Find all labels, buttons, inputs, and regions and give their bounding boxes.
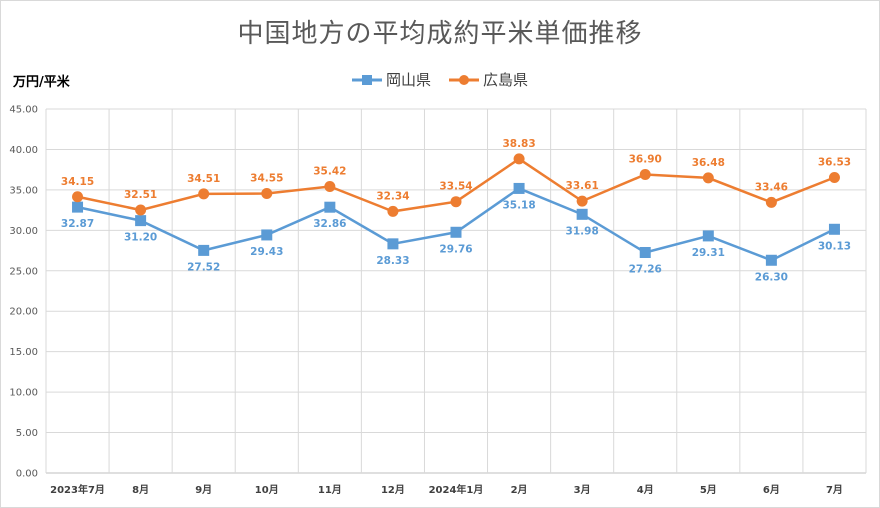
y-tick-label: 25.00: [9, 266, 38, 277]
x-tick-label: 7月: [826, 484, 843, 496]
x-tick-label: 5月: [700, 484, 717, 496]
data-label-okayama: 31.98: [566, 225, 599, 237]
legend-item-okayama: 岡山県: [351, 69, 431, 90]
data-label-hiroshima: 34.51: [187, 173, 220, 185]
data-point-hiroshima: [576, 195, 588, 207]
data-label-hiroshima: 32.34: [376, 190, 409, 202]
y-tick-label: 10.00: [9, 388, 38, 399]
y-tick-label: 30.00: [9, 226, 38, 237]
data-label-okayama: 32.87: [61, 218, 94, 230]
data-label-okayama: 27.52: [187, 261, 220, 273]
data-label-hiroshima: 34.55: [250, 173, 283, 185]
data-point-okayama: [261, 229, 273, 241]
legend-marker-okayama: [351, 74, 382, 85]
data-point-hiroshima: [450, 196, 462, 208]
data-point-okayama: [198, 244, 210, 256]
data-label-okayama: 26.30: [755, 271, 788, 283]
data-point-okayama: [324, 201, 336, 213]
data-point-okayama: [387, 238, 399, 250]
data-point-hiroshima: [135, 204, 147, 216]
data-label-hiroshima: 33.54: [439, 181, 472, 193]
x-tick-label: 2023年7月: [50, 483, 105, 496]
data-label-hiroshima: 35.42: [313, 165, 346, 177]
data-point-okayama: [702, 230, 714, 242]
data-label-hiroshima: 36.90: [629, 154, 662, 166]
data-label-hiroshima: 38.83: [502, 138, 535, 150]
legend-label-hiroshima: 広島県: [483, 71, 529, 89]
data-point-okayama: [135, 215, 147, 227]
data-point-okayama: [72, 201, 84, 213]
data-label-hiroshima: 32.51: [124, 189, 157, 201]
y-tick-label: 0.00: [16, 469, 38, 480]
x-tick-label: 11月: [318, 484, 342, 496]
data-point-okayama: [576, 208, 588, 220]
data-label-hiroshima: 34.15: [61, 176, 94, 188]
data-point-hiroshima: [324, 180, 336, 192]
y-tick-label: 20.00: [9, 307, 38, 318]
legend-marker-hiroshima: [449, 74, 479, 85]
y-tick-label: 45.00: [9, 105, 38, 116]
legend-label-okayama: 岡山県: [385, 71, 431, 89]
data-point-okayama: [765, 254, 777, 266]
x-tick-label: 8月: [132, 484, 149, 496]
data-label-okayama: 29.76: [439, 243, 472, 255]
data-point-hiroshima: [765, 196, 777, 208]
data-point-hiroshima: [198, 188, 210, 200]
x-tick-label: 4月: [637, 484, 654, 496]
x-tick-label: 10月: [255, 484, 279, 496]
data-point-okayama: [828, 223, 840, 235]
data-label-hiroshima: 33.61: [566, 180, 599, 192]
data-label-okayama: 28.33: [376, 255, 409, 267]
y-tick-label: 15.00: [9, 347, 38, 358]
data-point-okayama: [639, 246, 651, 258]
x-tick-label: 3月: [574, 484, 591, 496]
data-label-okayama: 31.20: [124, 232, 157, 244]
x-tick-label: 12月: [381, 484, 405, 496]
data-point-hiroshima: [513, 153, 525, 165]
data-label-hiroshima: 36.48: [692, 157, 725, 169]
legend-item-hiroshima: 広島県: [449, 69, 528, 90]
data-label-hiroshima: 36.53: [818, 157, 851, 169]
y-tick-label: 5.00: [16, 428, 38, 439]
data-point-hiroshima: [639, 169, 651, 181]
data-label-okayama: 35.18: [502, 199, 535, 211]
data-label-okayama: 30.13: [818, 240, 851, 252]
x-tick-label: 2月: [511, 484, 528, 496]
y-tick-label: 35.00: [9, 185, 38, 196]
data-point-hiroshima: [828, 172, 840, 184]
data-point-hiroshima: [261, 188, 273, 200]
data-point-hiroshima: [387, 205, 399, 217]
data-point-okayama: [450, 226, 462, 238]
legend: 岡山県 広島県: [1, 69, 879, 90]
data-point-okayama: [513, 182, 525, 194]
x-tick-label: 9月: [195, 484, 212, 496]
chart-title: 中国地方の平均成約平米単価推移: [237, 19, 643, 49]
y-axis-unit-label: 万円/平米: [13, 75, 70, 90]
y-tick-label: 40.00: [9, 145, 38, 156]
data-point-hiroshima: [702, 172, 714, 184]
data-point-hiroshima: [72, 191, 84, 203]
data-label-hiroshima: 33.46: [755, 181, 788, 193]
x-tick-label: 2024年1月: [429, 483, 484, 496]
data-label-okayama: 32.86: [313, 218, 346, 230]
x-tick-label: 6月: [763, 484, 780, 496]
data-label-okayama: 29.31: [692, 247, 725, 259]
data-label-okayama: 27.26: [629, 263, 662, 275]
data-label-okayama: 29.43: [250, 246, 283, 258]
